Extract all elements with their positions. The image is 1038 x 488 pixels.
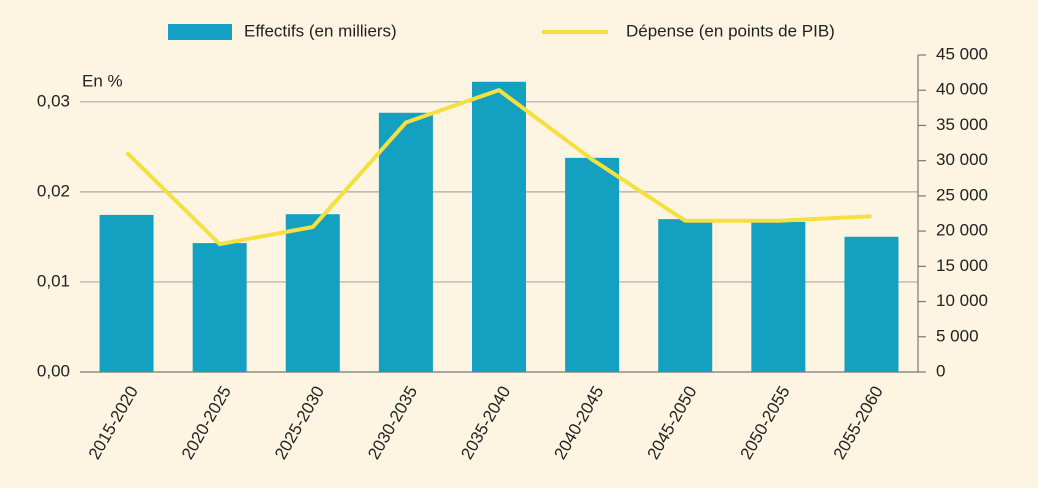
- bar: [658, 219, 713, 372]
- y2-tick-label: 45 000: [936, 44, 988, 63]
- line: [125, 88, 872, 247]
- y2-tick-label: 40 000: [936, 80, 988, 99]
- bar: [285, 214, 340, 372]
- bar: [565, 157, 620, 372]
- bar: [751, 221, 806, 372]
- y2-tick-label: 0: [936, 361, 945, 380]
- bar: [472, 81, 526, 372]
- legend-swatch: [168, 24, 232, 40]
- y2-tick-label: 10 000: [936, 291, 988, 310]
- bar: [844, 236, 899, 372]
- legend-label: Dépense (en points de PIB): [626, 21, 835, 40]
- y-tick-label: 0,03: [37, 91, 70, 110]
- legend-label: Effectifs (en milliers): [244, 21, 397, 40]
- y2-tick-label: 35 000: [936, 115, 988, 134]
- y2-tick-label: 5 000: [936, 326, 979, 345]
- y2-tick-label: 25 000: [936, 185, 988, 204]
- y2-tick-label: 15 000: [936, 256, 988, 275]
- bar: [378, 112, 433, 373]
- y-tick-label: 0,00: [37, 361, 70, 380]
- bar: [192, 243, 247, 372]
- bar: [99, 214, 154, 372]
- y2-tick-label: 30 000: [936, 150, 988, 169]
- y-tick-label: 0,02: [37, 181, 70, 200]
- y2-tick-label: 20 000: [936, 221, 988, 240]
- y-tick-label: 0,01: [37, 271, 70, 290]
- y-axis-label: En %: [82, 71, 123, 90]
